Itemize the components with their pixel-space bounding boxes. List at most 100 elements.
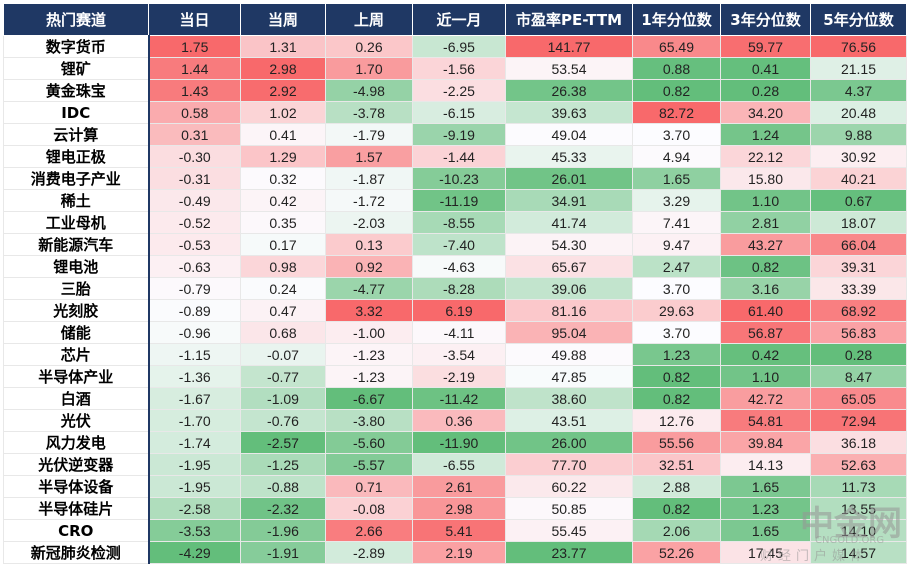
- table-row: 三胎 -0.79 0.24 -4.77 -8.28 39.06 3.70 3.16 33.39: [3, 277, 907, 300]
- value-cell: 3.29: [632, 189, 721, 212]
- header-row: 热门赛道 当日 当周 上周 近一月 市盈率PE-TTM 1年分位数 3年分位数 5年分位数: [3, 3, 907, 36]
- value-cell: 47.85: [505, 365, 633, 388]
- value-cell: 43.27: [720, 233, 811, 256]
- value-cell: -7.40: [412, 233, 506, 256]
- value-cell: 39.31: [810, 255, 907, 278]
- value-cell: -4.11: [412, 321, 506, 344]
- value-cell: 52.63: [810, 453, 907, 476]
- row-name: 光伏: [3, 409, 150, 432]
- value-cell: 2.98: [412, 497, 506, 520]
- value-cell: -0.08: [325, 497, 413, 520]
- value-cell: 1.23: [632, 343, 721, 366]
- value-cell: 3.32: [325, 299, 413, 322]
- value-cell: -0.49: [148, 189, 241, 212]
- value-cell: 0.71: [325, 475, 413, 498]
- value-cell: 39.63: [505, 101, 633, 124]
- value-cell: 2.47: [632, 255, 721, 278]
- watermark-site: CNGOLD.ORG: [815, 535, 885, 546]
- table-row: 稀土 -0.49 0.42 -1.72 -11.19 34.91 3.29 1.10 0.67: [3, 189, 907, 212]
- value-cell: 66.04: [810, 233, 907, 256]
- column-header: 5年分位数: [810, 3, 907, 36]
- value-cell: 3.70: [632, 277, 721, 300]
- value-cell: 0.92: [325, 255, 413, 278]
- row-name: 数字货币: [3, 35, 150, 58]
- value-cell: 12.76: [632, 409, 721, 432]
- value-cell: -0.30: [148, 145, 241, 168]
- value-cell: -6.15: [412, 101, 506, 124]
- value-cell: -2.03: [325, 211, 413, 234]
- value-cell: 55.56: [632, 431, 721, 454]
- value-cell: 38.60: [505, 387, 633, 410]
- value-cell: -10.23: [412, 167, 506, 190]
- value-cell: 60.22: [505, 475, 633, 498]
- value-cell: 6.19: [412, 299, 506, 322]
- value-cell: 26.01: [505, 167, 633, 190]
- value-cell: 41.74: [505, 211, 633, 234]
- value-cell: -4.29: [148, 541, 241, 564]
- value-cell: -6.95: [412, 35, 506, 58]
- value-cell: 81.16: [505, 299, 633, 322]
- value-cell: 56.83: [810, 321, 907, 344]
- row-name: 光刻胶: [3, 299, 150, 322]
- table-row: 数字货币 1.75 1.31 0.26 -6.95 141.77 65.49 59.77 76.…: [3, 35, 907, 58]
- value-cell: 0.82: [632, 497, 721, 520]
- table-row: 新冠肺炎检测 -4.29 -1.91 -2.89 2.19 23.77 52.26 17.45…: [3, 541, 907, 564]
- table-row: 半导体设备 -1.95 -0.88 0.71 2.61 60.22 2.88 1.65 11.7…: [3, 475, 907, 498]
- value-cell: 45.33: [505, 145, 633, 168]
- row-name: 光伏逆变器: [3, 453, 150, 476]
- value-cell: 26.00: [505, 431, 633, 454]
- value-cell: 14.13: [720, 453, 811, 476]
- table-row: 芯片 -1.15 -0.07 -1.23 -3.54 49.88 1.23 0.42 0.28: [3, 343, 907, 366]
- value-cell: 72.94: [810, 409, 907, 432]
- column-header: 市盈率PE-TTM: [505, 3, 633, 36]
- value-cell: -1.44: [412, 145, 506, 168]
- value-cell: 53.54: [505, 57, 633, 80]
- value-cell: 0.41: [720, 57, 811, 80]
- table-row: 锂矿 1.44 2.98 1.70 -1.56 53.54 0.88 0.41 21.15: [3, 57, 907, 80]
- value-cell: -0.96: [148, 321, 241, 344]
- value-cell: -1.74: [148, 431, 241, 454]
- value-cell: 34.20: [720, 101, 811, 124]
- value-cell: -1.79: [325, 123, 413, 146]
- value-cell: -4.63: [412, 255, 506, 278]
- value-cell: 3.16: [720, 277, 811, 300]
- value-cell: 40.21: [810, 167, 907, 190]
- column-header: 3年分位数: [720, 3, 811, 36]
- value-cell: -9.19: [412, 123, 506, 146]
- value-cell: -1.36: [148, 365, 241, 388]
- row-name: 白酒: [3, 387, 150, 410]
- value-cell: -4.98: [325, 79, 413, 102]
- row-name: 工业母机: [3, 211, 150, 234]
- value-cell: 0.28: [720, 79, 811, 102]
- row-name: CRO: [3, 519, 150, 542]
- value-cell: 54.30: [505, 233, 633, 256]
- value-cell: -11.90: [412, 431, 506, 454]
- value-cell: 3.70: [632, 123, 721, 146]
- value-cell: 0.88: [632, 57, 721, 80]
- value-cell: 49.04: [505, 123, 633, 146]
- value-cell: -2.25: [412, 79, 506, 102]
- value-cell: 0.67: [810, 189, 907, 212]
- value-cell: -1.96: [240, 519, 326, 542]
- value-cell: 39.06: [505, 277, 633, 300]
- value-cell: 13.55: [810, 497, 907, 520]
- table-row: 储能 -0.96 0.68 -1.00 -4.11 95.04 3.70 56.87 56.83: [3, 321, 907, 344]
- table-row: 云计算 0.31 0.41 -1.79 -9.19 49.04 3.70 1.24 9.88: [3, 123, 907, 146]
- row-name: 锂电池: [3, 255, 150, 278]
- value-cell: -1.00: [325, 321, 413, 344]
- value-cell: -3.53: [148, 519, 241, 542]
- column-header: 当周: [240, 3, 326, 36]
- value-cell: 2.81: [720, 211, 811, 234]
- value-cell: 39.84: [720, 431, 811, 454]
- table-row: 工业母机 -0.52 0.35 -2.03 -8.55 41.74 7.41 2.81 18.0…: [3, 211, 907, 234]
- value-cell: -0.77: [240, 365, 326, 388]
- value-cell: 0.68: [240, 321, 326, 344]
- value-cell: 1.02: [240, 101, 326, 124]
- table-row: 风力发电 -1.74 -2.57 -5.60 -11.90 26.00 55.56 39.84…: [3, 431, 907, 454]
- row-name: 半导体硅片: [3, 497, 150, 520]
- value-cell: 1.75: [148, 35, 241, 58]
- value-cell: 26.38: [505, 79, 633, 102]
- value-cell: -1.87: [325, 167, 413, 190]
- value-cell: -0.31: [148, 167, 241, 190]
- value-cell: 29.63: [632, 299, 721, 322]
